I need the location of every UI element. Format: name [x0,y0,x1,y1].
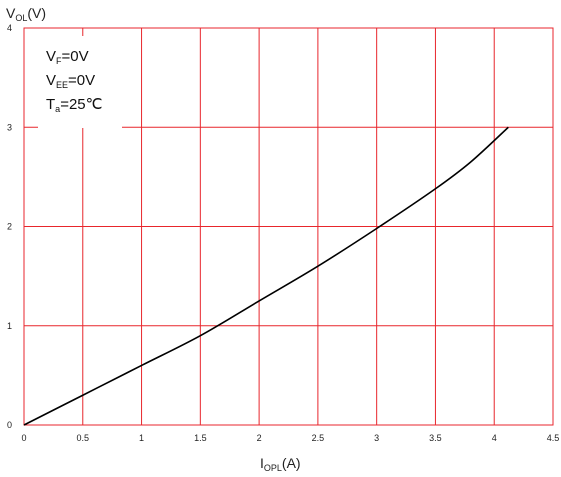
y-tick-label: 3 [7,122,12,132]
y-tick-labels: 0 1 2 3 4 [7,23,12,430]
data-series [23,126,509,426]
plot-frame [23,27,554,426]
x-tick-label: 1 [139,433,144,443]
condition-label: Ta=25℃ [46,96,102,114]
x-tick-label: 3 [374,433,379,443]
x-tick-labels: 0 0.5 1 1.5 2 2.5 3 3.5 4 4.5 [21,433,559,443]
x-tick-label: 2 [257,433,262,443]
y-axis-label-main: V [6,5,16,21]
y-axis-label-unit: (V) [27,5,46,21]
y-axis-label-sub: OL [15,13,27,23]
x-tick-label: 2.5 [312,433,325,443]
x-tick-label: 0.5 [77,433,90,443]
series-line [23,126,509,426]
x-tick-label: 1.5 [194,433,207,443]
x-tick-label: 4 [492,433,497,443]
x-axis-label-main: I [260,455,264,471]
plot-border [23,27,554,426]
y-tick-label: 2 [7,222,12,232]
x-axis-label-sub: OPL [264,463,282,473]
x-tick-label: 0 [21,433,26,443]
x-axis-label-unit: (A) [282,455,301,471]
y-tick-label: 4 [7,23,12,33]
x-axis-label: IOPL(A) [260,455,301,473]
x-tick-label: 4.5 [547,433,560,443]
x-tick-label: 3.5 [429,433,442,443]
conditions-box [38,36,122,128]
conditions-text: VF=0V VEE=0V Ta=25℃ [46,48,102,114]
y-axis-label: VOL(V) [6,5,46,23]
condition-label: VF=0V [46,48,89,66]
y-tick-label: 0 [7,420,12,430]
condition-label: VEE=0V [46,72,95,90]
y-tick-label: 1 [7,321,12,331]
